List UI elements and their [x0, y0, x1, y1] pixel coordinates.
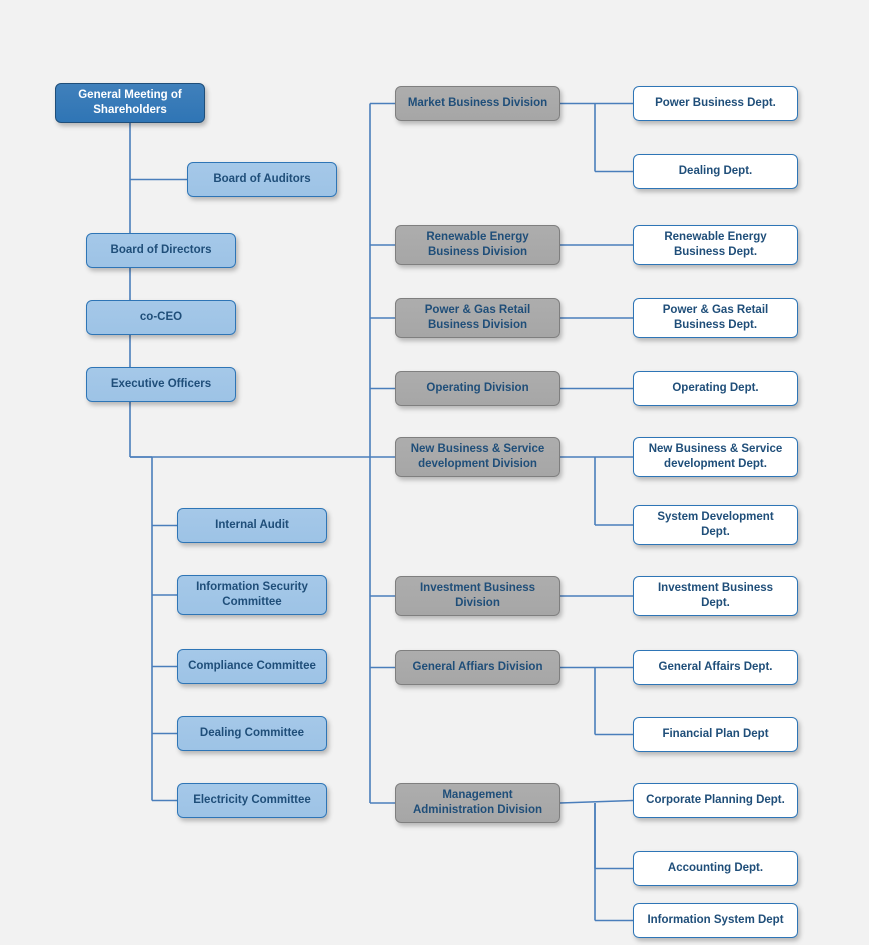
org-node-sysdev-dept: System Development Dept.	[633, 505, 798, 545]
org-node-power-dept: Power Business Dept.	[633, 86, 798, 121]
org-node-label: Information Security Committee	[196, 580, 308, 610]
org-node-label: New Business & Service development Divis…	[411, 442, 545, 472]
org-node-internal-audit: Internal Audit	[177, 508, 327, 543]
org-node-acct-dept: Accounting Dept.	[633, 851, 798, 886]
org-node-mgmt-div: Management Administration Division	[395, 783, 560, 823]
org-node-label: Board of Directors	[111, 243, 212, 258]
org-node-dealing-cmte: Dealing Committee	[177, 716, 327, 751]
org-node-ga-div: General Affiars Division	[395, 650, 560, 685]
org-node-market-div: Market Business Division	[395, 86, 560, 121]
org-node-label: Power & Gas Retail Business Division	[425, 303, 530, 333]
org-node-label: Electricity Committee	[193, 793, 311, 808]
org-node-invest-dept: Investment Business Dept.	[633, 576, 798, 616]
org-node-label: General Affairs Dept.	[659, 660, 773, 675]
org-node-label: Compliance Committee	[188, 659, 316, 674]
org-node-ga-dept: General Affairs Dept.	[633, 650, 798, 685]
org-node-operating-dept: Operating Dept.	[633, 371, 798, 406]
org-node-label: Management Administration Division	[413, 788, 542, 818]
org-node-gen-meeting: General Meeting of Shareholders	[55, 83, 205, 123]
org-node-co-ceo: co-CEO	[86, 300, 236, 335]
org-node-retail-dept: Power & Gas Retail Business Dept.	[633, 298, 798, 338]
org-node-operating-div: Operating Division	[395, 371, 560, 406]
org-node-label: Operating Dept.	[672, 381, 758, 396]
org-node-renew-div: Renewable Energy Business Division	[395, 225, 560, 265]
org-node-label: New Business & Service development Dept.	[649, 442, 783, 472]
org-node-label: Accounting Dept.	[668, 861, 763, 876]
org-node-label: Renewable Energy Business Dept.	[664, 230, 766, 260]
org-node-label: Information System Dept	[647, 913, 783, 928]
org-node-label: Corporate Planning Dept.	[646, 793, 785, 808]
org-node-newbiz-div: New Business & Service development Divis…	[395, 437, 560, 477]
org-node-finplan-dept: Financial Plan Dept	[633, 717, 798, 752]
org-node-dealing-dept: Dealing Dept.	[633, 154, 798, 189]
org-node-newbiz-dept: New Business & Service development Dept.	[633, 437, 798, 477]
org-node-elec-cmte: Electricity Committee	[177, 783, 327, 818]
org-node-corpplan-dept: Corporate Planning Dept.	[633, 783, 798, 818]
org-node-infosec: Information Security Committee	[177, 575, 327, 615]
org-node-label: Executive Officers	[111, 377, 211, 392]
org-node-compliance: Compliance Committee	[177, 649, 327, 684]
org-node-label: Board of Auditors	[213, 172, 310, 187]
org-node-infosys-dept: Information System Dept	[633, 903, 798, 938]
org-node-exec-officers: Executive Officers	[86, 367, 236, 402]
org-node-renew-dept: Renewable Energy Business Dept.	[633, 225, 798, 265]
org-node-label: System Development Dept.	[657, 510, 773, 540]
org-node-directors: Board of Directors	[86, 233, 236, 268]
org-node-label: General Meeting of Shareholders	[78, 88, 182, 118]
org-node-label: Investment Business Dept.	[658, 581, 773, 611]
org-node-label: co-CEO	[140, 310, 182, 325]
org-node-label: Dealing Committee	[200, 726, 304, 741]
org-node-label: Renewable Energy Business Division	[426, 230, 528, 260]
org-node-invest-div: Investment Business Division	[395, 576, 560, 616]
org-node-label: Power Business Dept.	[655, 96, 776, 111]
org-node-label: Internal Audit	[215, 518, 289, 533]
org-node-label: Investment Business Division	[420, 581, 535, 611]
org-node-label: Operating Division	[426, 381, 528, 396]
org-node-label: Financial Plan Dept	[662, 727, 768, 742]
org-node-label: Dealing Dept.	[679, 164, 752, 179]
org-node-label: Market Business Division	[408, 96, 547, 111]
org-chart-canvas: General Meeting of Shareholders Board of …	[0, 0, 869, 945]
org-node-label: Power & Gas Retail Business Dept.	[663, 303, 768, 333]
org-node-label: General Affiars Division	[413, 660, 543, 675]
org-node-auditors: Board of Auditors	[187, 162, 337, 197]
org-node-retail-div: Power & Gas Retail Business Division	[395, 298, 560, 338]
